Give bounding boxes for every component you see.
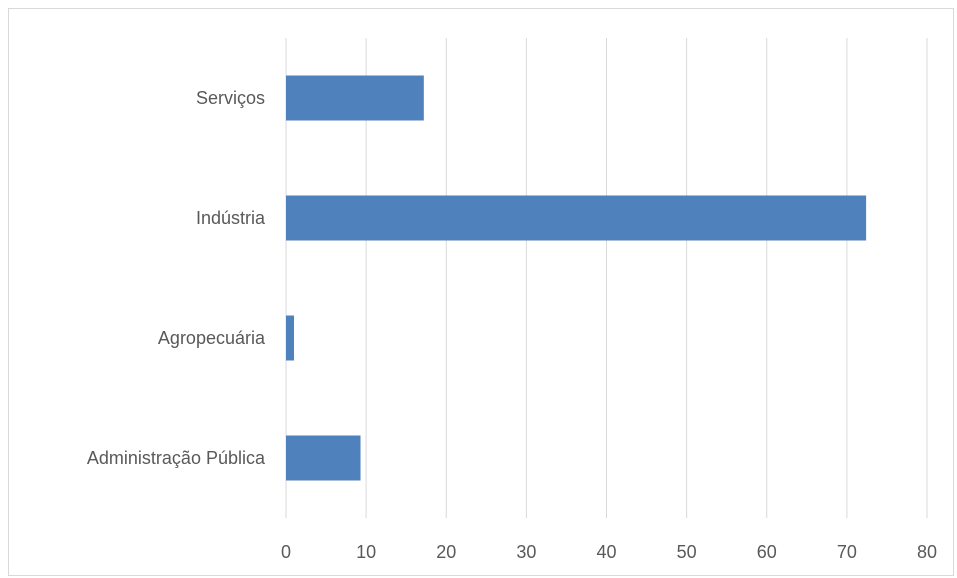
- x-tick-label: 10: [356, 542, 376, 562]
- x-tick-label: 80: [917, 542, 937, 562]
- bar-0: [286, 75, 424, 121]
- x-tick-label: 0: [281, 542, 291, 562]
- x-tick-label: 70: [837, 542, 857, 562]
- x-tick-label: 60: [757, 542, 777, 562]
- category-labels: Serviços Indústria Agropecuária Administraç…: [87, 88, 266, 468]
- x-tick-label: 40: [596, 542, 616, 562]
- bar-2: [286, 315, 295, 361]
- x-tick-labels: 0 10 20 30 40 50 60 70 80: [281, 542, 937, 562]
- x-tick-label: 20: [436, 542, 456, 562]
- category-label: Administração Pública: [87, 448, 266, 468]
- category-label: Indústria: [196, 208, 266, 228]
- category-label: Agropecuária: [158, 328, 266, 348]
- x-tick-label: 30: [516, 542, 536, 562]
- bar-1: [286, 195, 867, 241]
- bars: [286, 75, 867, 481]
- bar-3: [286, 435, 361, 481]
- category-label: Serviços: [196, 88, 265, 108]
- x-tick-label: 50: [677, 542, 697, 562]
- chart-frame: [8, 8, 954, 576]
